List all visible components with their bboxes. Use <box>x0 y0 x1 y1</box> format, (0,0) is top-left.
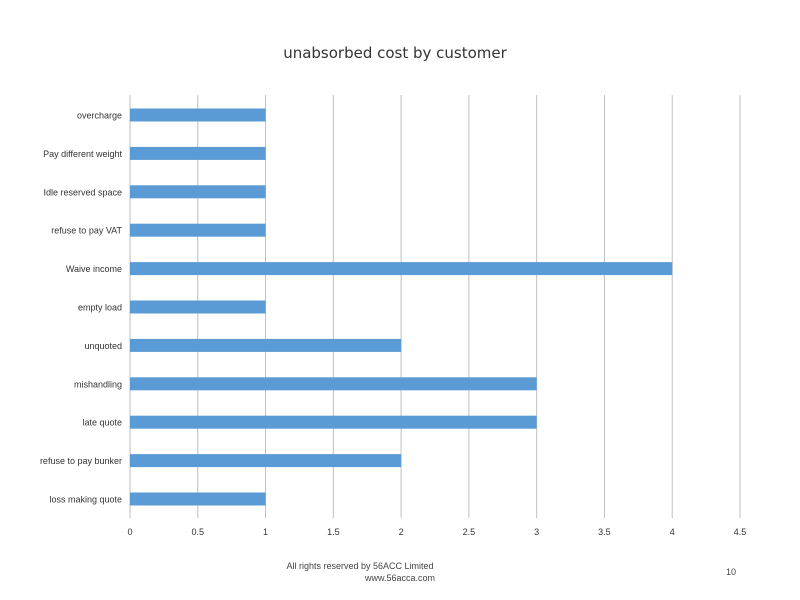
x-tick-label: 2 <box>399 527 404 537</box>
category-label: Waive income <box>66 264 122 274</box>
category-label: Idle reserved space <box>43 187 122 197</box>
bar <box>130 108 266 122</box>
category-label: refuse to pay bunker <box>40 456 122 466</box>
x-tick-label: 4.5 <box>734 527 747 537</box>
x-tick-label: 1.5 <box>327 527 340 537</box>
chart-title: unabsorbed cost by customer <box>283 44 507 62</box>
category-label: refuse to pay VAT <box>51 226 122 236</box>
x-tick-label: 0 <box>127 527 132 537</box>
x-tick-label: 2.5 <box>463 527 476 537</box>
bar <box>130 185 266 199</box>
page-number: 10 <box>725 567 736 577</box>
x-tick-label: 3 <box>534 527 539 537</box>
bar <box>130 492 266 506</box>
footer-website: www.56acca.com <box>364 573 436 583</box>
x-tick-label: 3.5 <box>598 527 611 537</box>
bar <box>130 415 537 429</box>
category-label: late quote <box>82 418 122 428</box>
footer-copyright: All rights reserved by 56ACC Limited <box>286 561 434 571</box>
bar <box>130 338 402 352</box>
bar <box>130 454 402 468</box>
category-label: overcharge <box>77 111 122 121</box>
bar <box>130 377 537 391</box>
bar <box>130 146 266 160</box>
x-tick-label: 4 <box>670 527 675 537</box>
category-label: Pay different weight <box>43 149 122 159</box>
category-label: mishandling <box>74 379 122 389</box>
bar <box>130 300 266 314</box>
category-label: empty load <box>78 303 122 313</box>
category-label: unquoted <box>84 341 122 351</box>
bar <box>130 262 673 276</box>
bar <box>130 223 266 237</box>
x-tick-label: 1 <box>263 527 268 537</box>
x-tick-label: 0.5 <box>192 527 205 537</box>
category-label: loss making quote <box>49 495 122 505</box>
